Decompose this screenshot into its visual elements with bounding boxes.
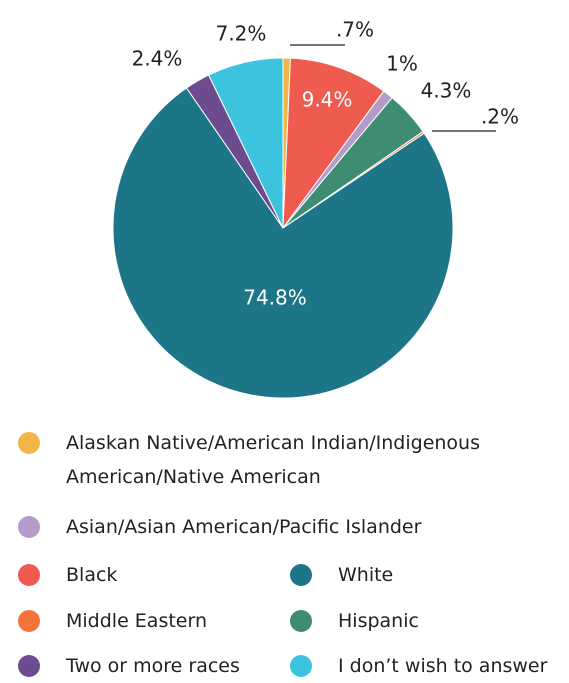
data-label: 1% xyxy=(386,52,418,76)
legend-label: White xyxy=(338,564,394,586)
data-label: 74.8% xyxy=(243,286,307,310)
legend-label: Hispanic xyxy=(338,610,419,632)
legend-label: Asian/Asian American/Pacific Islander xyxy=(66,516,422,538)
legend-item: Hispanic xyxy=(290,604,560,638)
legend-swatch xyxy=(290,610,312,632)
data-label: .7% xyxy=(336,18,374,42)
data-label: 7.2% xyxy=(216,22,267,46)
legend-swatch xyxy=(18,655,40,677)
legend-swatch xyxy=(290,655,312,677)
legend-item: I don’t wish to answer xyxy=(290,649,565,683)
legend-swatch xyxy=(18,516,40,538)
data-label: .2% xyxy=(481,105,519,129)
pie-slice xyxy=(112,87,454,399)
legend-item: White xyxy=(290,558,560,592)
legend-item: Black xyxy=(18,558,278,592)
data-label: 9.4% xyxy=(302,88,353,112)
data-label: 4.3% xyxy=(421,79,472,103)
legend-item: Asian/Asian American/Pacific Islander xyxy=(18,510,558,544)
data-label: 2.4% xyxy=(132,47,183,71)
legend-swatch xyxy=(18,610,40,632)
legend-label: Two or more races xyxy=(66,655,240,677)
legend-swatch xyxy=(18,432,40,454)
legend-swatch xyxy=(18,564,40,586)
legend-label: Alaskan Native/American Indian/Indigenou… xyxy=(66,432,481,488)
legend-item: Alaskan Native/American Indian/Indigenou… xyxy=(18,426,558,494)
legend-label: Black xyxy=(66,564,118,586)
legend-item: Middle Eastern xyxy=(18,604,278,638)
legend-label: I don’t wish to answer xyxy=(338,655,548,677)
pie-slice xyxy=(282,57,385,230)
legend-item: Two or more races xyxy=(18,649,278,683)
pie-slice xyxy=(208,57,284,229)
legend-swatch xyxy=(290,564,312,586)
legend-label: Middle Eastern xyxy=(66,610,208,632)
